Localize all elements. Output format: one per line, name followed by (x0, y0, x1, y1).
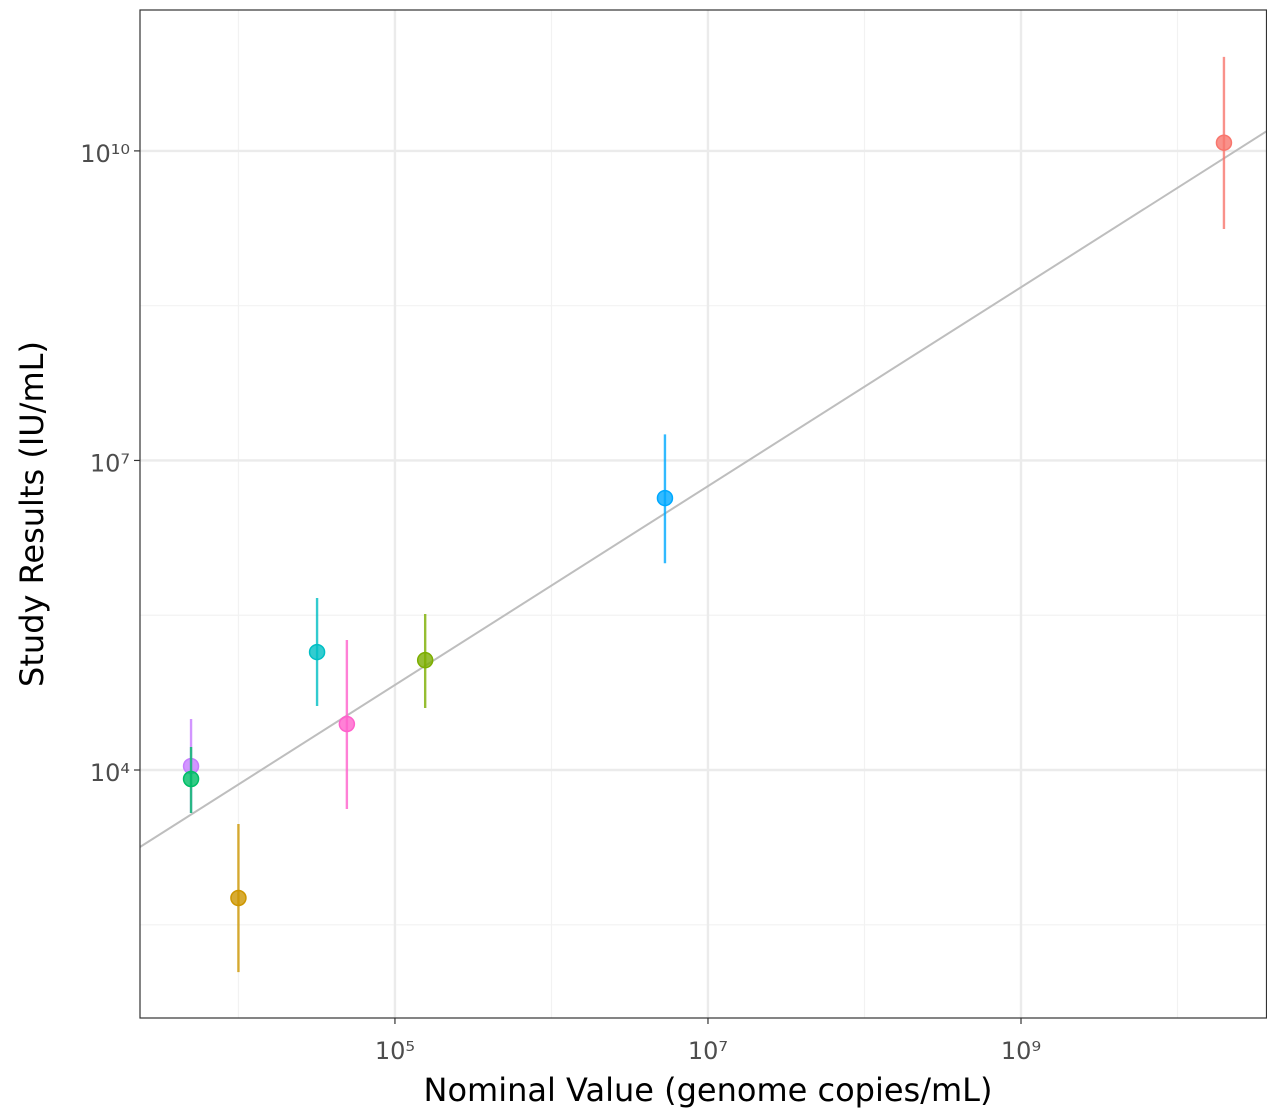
point (656, 489, 674, 507)
x-axis-title: Nominal Value (genome copies/mL) (424, 1071, 993, 1109)
point (416, 651, 434, 669)
point (338, 715, 356, 733)
y-tick-label: 10⁷ (90, 449, 130, 477)
y-tick-label: 10⁴ (90, 759, 130, 787)
x-tick-label: 10⁷ (688, 1037, 728, 1065)
point (1215, 134, 1233, 151)
y-tick-label: 10¹⁰ (80, 140, 130, 168)
point (230, 889, 247, 907)
reference-line (139, 130, 1267, 848)
point (308, 643, 326, 661)
y-axis-title: Study Results (IU/mL) (13, 341, 51, 687)
x-tick-label: 10⁵ (375, 1037, 415, 1065)
point (182, 770, 200, 788)
x-tick-label: 10⁹ (1001, 1037, 1041, 1065)
